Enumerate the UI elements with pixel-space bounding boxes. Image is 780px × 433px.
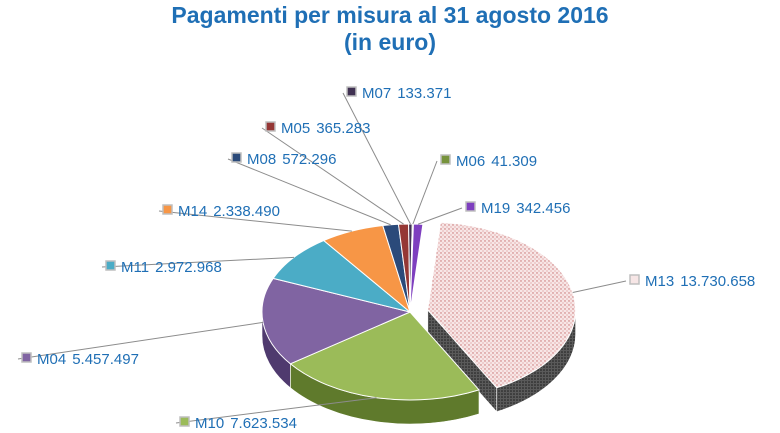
legend-key-m04 [21, 352, 32, 363]
pie-slice-m10 [289, 311, 480, 401]
data-label-value: 365.283 [316, 120, 370, 137]
data-label-value: 41.309 [491, 153, 537, 170]
data-label-m08: M08 572.296 [247, 151, 336, 168]
data-label-name: M11 [121, 259, 149, 276]
data-label-name: M08 [247, 151, 276, 168]
legend-key-m14 [162, 204, 173, 215]
data-label-name: M07 [362, 85, 391, 102]
data-label-value: 7.623.534 [230, 415, 297, 432]
data-label-m07: M07 133.371 [362, 85, 451, 102]
chart-title-main: Pagamenti per misura al 31 agosto 2016 [171, 2, 609, 28]
data-label-m14: M14 2.338.490 [178, 203, 280, 220]
legend-key-m10 [179, 416, 190, 427]
data-label-name: M04 [37, 351, 66, 368]
data-label-name: M14 [178, 203, 207, 220]
data-label-value: 342.456 [516, 200, 570, 217]
leader-line-m10 [175, 397, 377, 424]
data-label-value: 572.296 [282, 151, 336, 168]
data-label-m04: M04 5.457.497 [37, 351, 139, 368]
leader-line-m07 [342, 92, 411, 225]
data-label-name: M13 [645, 273, 674, 290]
data-label-value: 2.972.968 [155, 259, 222, 276]
leader-line-m04 [17, 321, 264, 360]
leader-line-m13 [572, 280, 627, 293]
data-label-m11: M11 2.972.968 [121, 259, 222, 276]
chart-title: Pagamenti per misura al 31 agosto 2016 (… [0, 2, 780, 56]
data-label-m10: M10 7.623.534 [195, 415, 297, 432]
leader-line-m05 [261, 127, 404, 225]
legend-key-m13 [629, 274, 640, 285]
legend-key-m06 [440, 154, 451, 165]
data-label-m13: M13 13.730.658 [645, 273, 755, 290]
data-label-m19: M19 342.456 [481, 200, 570, 217]
data-label-value: 13.730.658 [680, 273, 755, 290]
data-label-value: 2.338.490 [213, 203, 280, 220]
legend-key-m08 [231, 152, 242, 163]
data-label-value: 5.457.497 [72, 351, 139, 368]
data-label-value: 133.371 [397, 85, 451, 102]
legend-key-m07 [346, 86, 357, 97]
data-label-name: M19 [481, 200, 510, 217]
data-label-name: M05 [281, 120, 310, 137]
legend-key-m11 [105, 260, 116, 271]
pie-slice-m11 [272, 239, 411, 313]
leader-line-m14 [158, 210, 352, 232]
legend-key-m19 [465, 201, 476, 212]
data-label-name: M06 [456, 153, 485, 170]
leader-line-m19 [417, 207, 463, 225]
pie-slice-m19 [409, 223, 424, 313]
leader-line-m06 [412, 160, 438, 225]
legend-key-m05 [265, 121, 276, 132]
chart-subtitle: (in euro) [344, 29, 436, 55]
data-label-m06: M06 41.309 [456, 153, 537, 170]
data-label-name: M10 [195, 415, 224, 432]
data-label-m05: M05 365.283 [281, 120, 370, 137]
leader-line-m11 [101, 256, 295, 268]
leader-line-m08 [227, 158, 391, 226]
pie-slice-m04 [261, 277, 412, 365]
